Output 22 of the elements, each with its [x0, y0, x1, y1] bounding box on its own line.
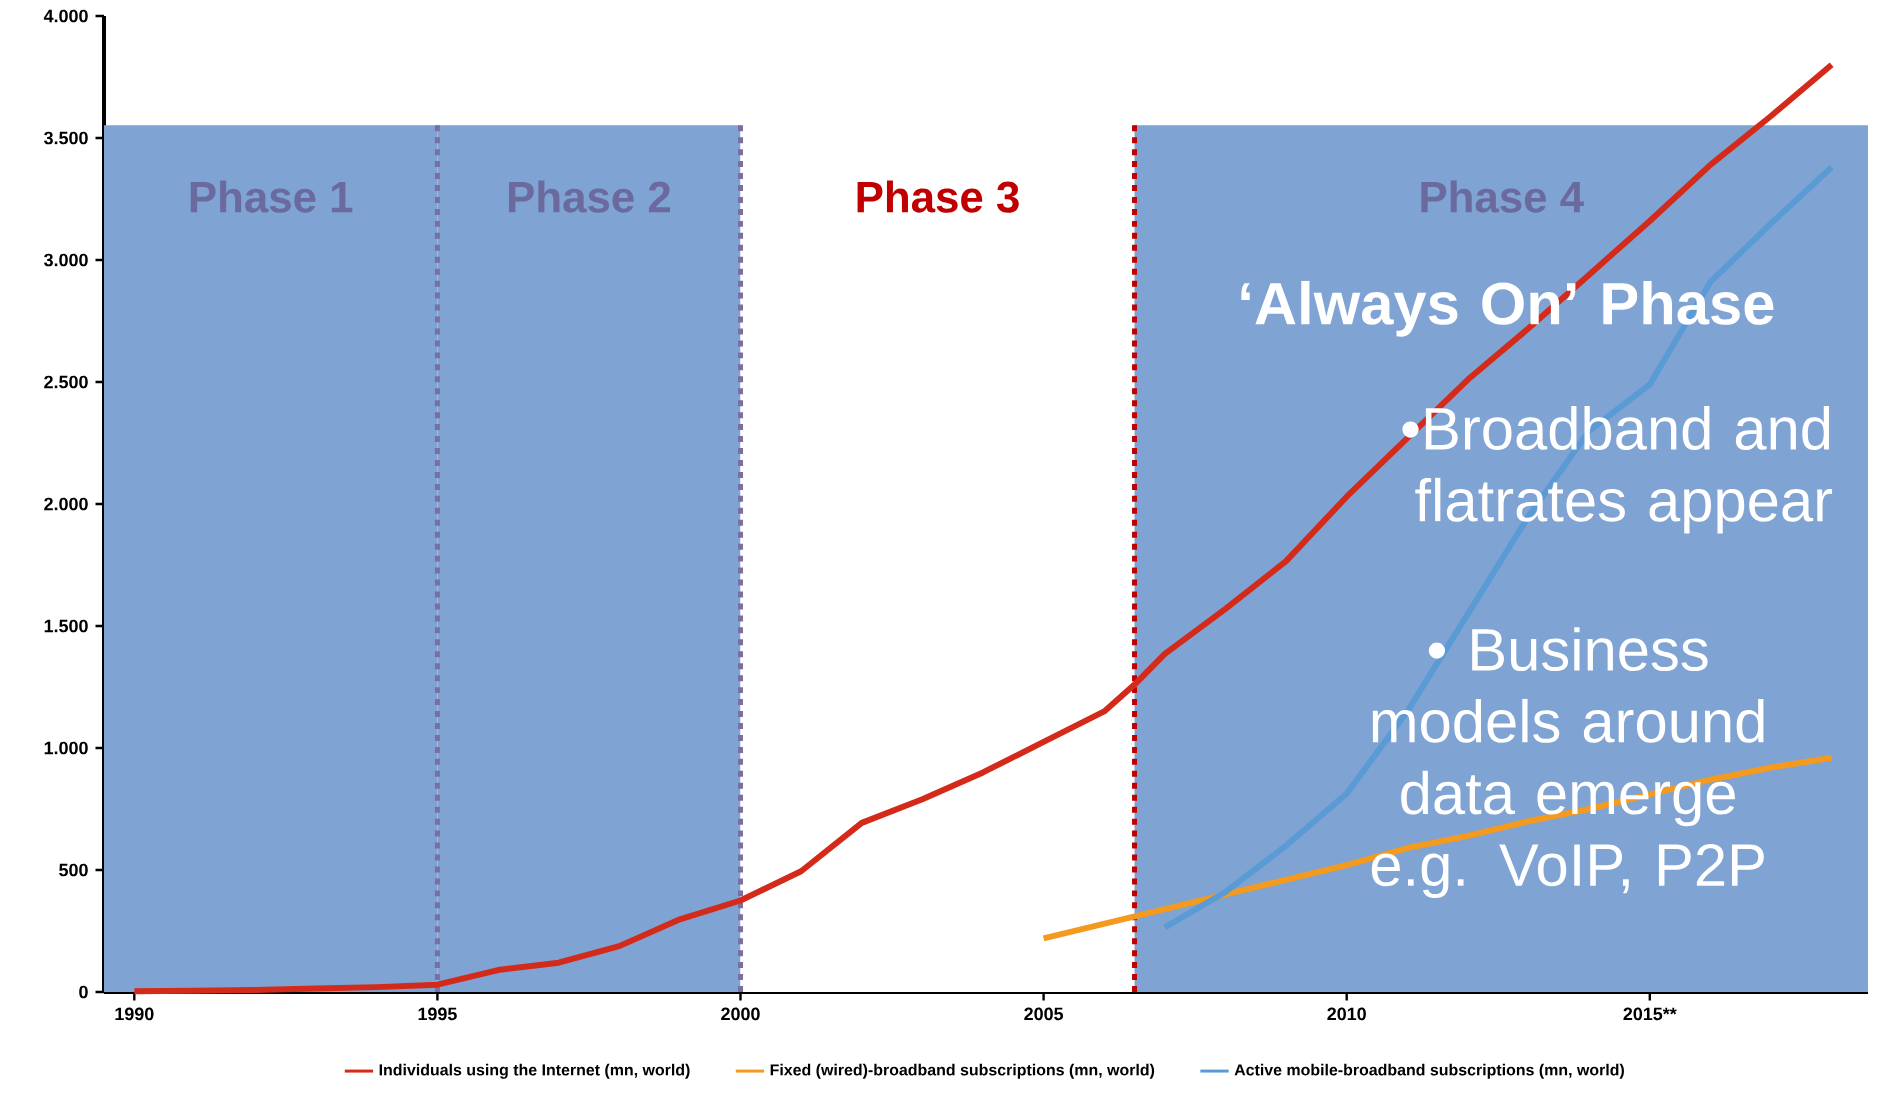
y-tick-label: 3.000: [44, 253, 88, 267]
band-label: Phase 2: [509, 180, 671, 213]
y-tick-label: 0: [79, 985, 88, 999]
band-label: Phase 1: [190, 180, 353, 213]
x-tick-label: 2010: [1327, 1007, 1366, 1021]
band-label: Phase 3: [857, 180, 1019, 213]
legend-label: Active mobile-broadband subscriptions (mn, world): [1234, 1063, 1624, 1079]
band-label: Phase 4: [1421, 180, 1584, 213]
y-tick-label: 4.000: [43, 9, 88, 23]
y-tick-label: 3.500: [44, 131, 88, 145]
x-tick-label: 2000: [721, 1007, 760, 1021]
y-tick-label: 2.500: [44, 375, 88, 389]
x-tick-label: 2015**: [1623, 1007, 1677, 1021]
x-tick-label: 1990: [115, 1007, 154, 1021]
legend-label: Individuals using the Internet (mn, world): [379, 1063, 690, 1079]
y-tick-label: 1.500: [44, 619, 88, 633]
x-tick-label: 2005: [1024, 1007, 1064, 1021]
x-tick-label: 1995: [418, 1007, 457, 1021]
y-tick-label: 2.000: [44, 497, 88, 511]
y-tick-label: 500: [59, 863, 88, 877]
legend-label: Fixed (wired)-broadband subscriptions (mn, world): [770, 1063, 1155, 1079]
y-tick-label: 1.000: [44, 741, 88, 755]
